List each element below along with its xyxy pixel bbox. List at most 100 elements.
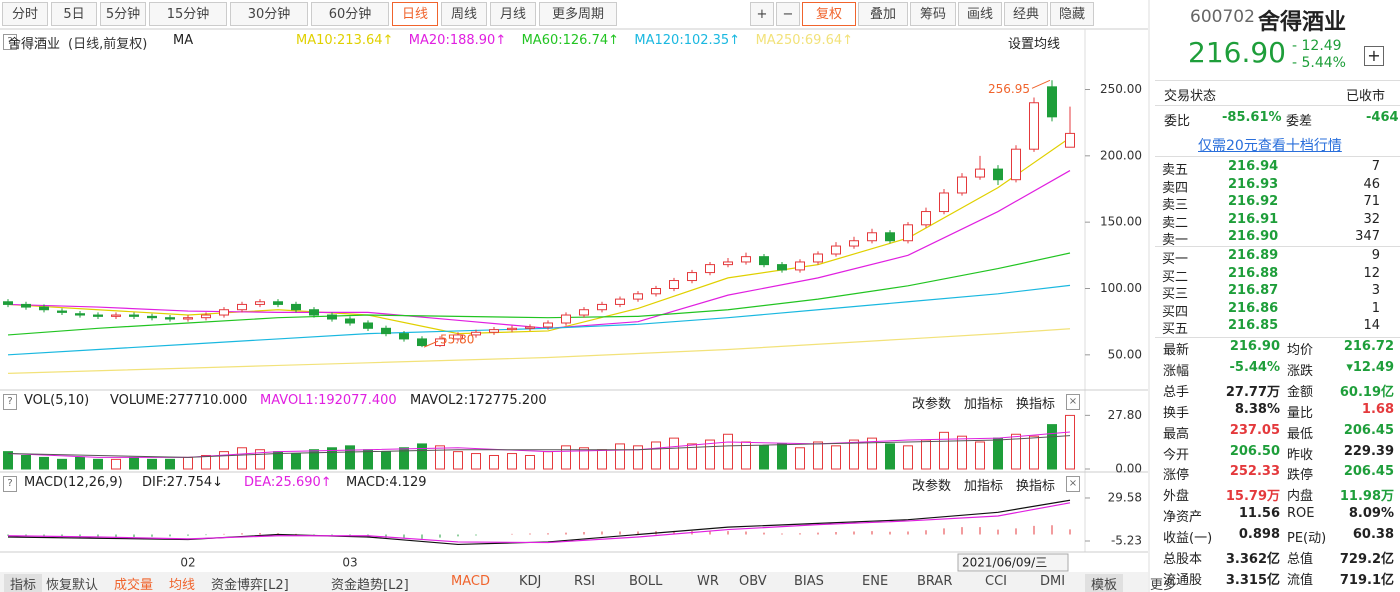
stat-value: 206.50 (1229, 443, 1280, 459)
candle-body (363, 322, 373, 329)
ma-legend: MA10:213.64↑ (296, 33, 394, 48)
indicator-tab[interactable]: BOLL (629, 574, 663, 589)
toolbar-tab[interactable]: 30分钟 (230, 2, 308, 26)
indicator-tab[interactable]: 成交量 (114, 578, 154, 592)
candle-body (1047, 86, 1057, 118)
indicator-button[interactable]: 换指标 (1016, 479, 1056, 494)
stat-value: 0.898 (1238, 527, 1280, 543)
volume-bar (777, 443, 787, 470)
indicator-tab[interactable]: MACD (451, 574, 490, 589)
book-volume: 32 (1363, 211, 1380, 227)
toolbar-tool[interactable]: 隐藏 (1050, 2, 1094, 26)
indicator-button[interactable]: 改参数 (912, 397, 952, 412)
ma-line (7, 284, 1071, 356)
toolbar-tab[interactable]: 周线 (441, 2, 487, 26)
volume-bar (327, 447, 337, 470)
toolbar-tool[interactable]: − (776, 2, 800, 26)
candle-body (21, 303, 31, 308)
indicator-label: VOLUME:277710.000 (110, 393, 248, 408)
toolbar-tab[interactable]: 更多周期 (539, 2, 617, 26)
indicator-button[interactable]: 改参数 (912, 479, 952, 494)
indicator-tab[interactable]: RSI (574, 574, 596, 589)
toolbar-tab[interactable]: 15分钟 (149, 2, 227, 26)
toolbar-tool[interactable]: 筹码 (910, 2, 956, 26)
candle-body (345, 318, 355, 324)
ma-button: MA (173, 33, 194, 48)
toolbar-tab[interactable]: 日线 (392, 2, 438, 26)
high-label: 256.95 (988, 82, 1030, 96)
candle-body (831, 245, 841, 255)
y-tick-label: 150.00 (1100, 215, 1142, 229)
toolbar-tool[interactable]: 经典 (1004, 2, 1048, 26)
volume-bar (75, 456, 85, 470)
volume-bar (399, 447, 409, 470)
add-button[interactable]: + (1364, 46, 1384, 66)
ma-setting[interactable]: 设置均线 (1008, 37, 1061, 52)
volume-bar (309, 449, 319, 470)
close-button[interactable]: × (1066, 476, 1080, 492)
indicator-tab[interactable]: BRAR (917, 574, 953, 589)
indicator-tab[interactable]: WR (697, 574, 719, 589)
indicator-tab[interactable]: 资金趋势[L2] (331, 578, 409, 592)
toolbar-tool[interactable]: 复权 (802, 2, 856, 26)
divider (1155, 337, 1400, 338)
stat-label: 今开 (1163, 447, 1190, 463)
indicator-tab[interactable]: 指标 (4, 574, 43, 592)
toolbar-tab[interactable]: 月线 (490, 2, 536, 26)
indicator-tab[interactable]: 资金博弈[L2] (211, 578, 289, 592)
indicator-button[interactable]: 加指标 (964, 397, 1004, 412)
volume-bar (3, 451, 13, 470)
volume-bar (1029, 435, 1039, 470)
indicator-button[interactable]: 换指标 (1016, 397, 1056, 412)
bottom-bar (0, 572, 1150, 592)
book-price: 216.92 (1228, 194, 1279, 209)
stat-value: 206.45 (1343, 464, 1394, 480)
indicator-tab[interactable]: CCI (985, 574, 1007, 589)
close-button[interactable]: × (1066, 394, 1080, 410)
indicator-tab[interactable]: BIAS (794, 574, 824, 589)
toolbar-tool[interactable]: 叠加 (858, 2, 908, 26)
volume-bar (723, 433, 733, 470)
indicator-tab[interactable]: 更多 (1150, 578, 1177, 592)
volume-bar (363, 449, 373, 470)
indicator-button[interactable]: 加指标 (964, 479, 1004, 494)
candle-body (1065, 132, 1075, 148)
candle-body (39, 306, 49, 311)
book-volume: 1 (1371, 300, 1380, 316)
level2-link[interactable]: 仅需20元查看十档行情 (1198, 138, 1342, 154)
indicator-tab[interactable]: DMI (1040, 574, 1066, 589)
toolbar-tool[interactable]: 画线 (958, 2, 1002, 26)
toolbar-tab[interactable]: 分时 (2, 2, 48, 26)
high-arrow (1031, 79, 1051, 89)
indicator-tab[interactable]: OBV (739, 574, 767, 589)
stat-value: 229.39 (1343, 443, 1394, 459)
indicator-tab[interactable]: 模板 (1085, 574, 1124, 592)
candle-body (741, 256, 751, 263)
book-price: 216.88 (1228, 265, 1279, 281)
volume-bar (831, 445, 841, 470)
indicator-tab[interactable]: 恢复默认 (46, 578, 99, 592)
book-label: 买三 (1162, 287, 1189, 302)
toolbar-tab[interactable]: 5日 (51, 2, 97, 26)
indicator-tab[interactable]: 均线 (169, 578, 196, 592)
volume-bar (183, 456, 193, 470)
candle-body (255, 301, 265, 305)
stat-value: 15.79万 (1225, 489, 1280, 505)
diff-value: -464 (1366, 110, 1399, 125)
stat-label: 收益(一) (1163, 531, 1213, 547)
toolbar-tab[interactable]: 60分钟 (311, 2, 389, 26)
ma-legend: MA20:188.90↑ (408, 33, 507, 48)
volume-bar (219, 451, 229, 470)
toolbar-tool[interactable]: + (750, 2, 774, 26)
indicator-tab[interactable]: KDJ (519, 574, 542, 589)
candle-body (219, 309, 229, 316)
stat-label: 总手 (1163, 384, 1190, 400)
macd-line (7, 499, 1071, 546)
x-tick-label: 03 (342, 556, 357, 570)
book-price: 216.91 (1228, 211, 1279, 227)
candle-body (129, 314, 139, 317)
toolbar-tab[interactable]: 5分钟 (100, 2, 146, 26)
indicator-tab[interactable]: ENE (862, 574, 889, 589)
candle-body (921, 211, 931, 226)
candle-body (849, 240, 859, 247)
